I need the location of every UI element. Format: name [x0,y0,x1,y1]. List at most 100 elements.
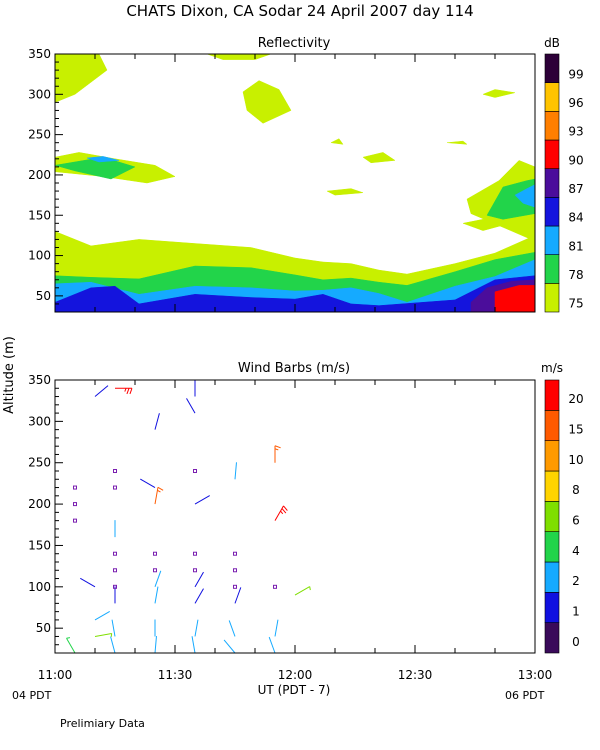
wind-colorbar-swatch [544,622,560,654]
wind-barb [154,413,160,430]
wind-colorbar-swatch [544,531,560,563]
wind-barb [80,577,96,588]
reflectivity-contour-region [86,156,120,163]
wind-barb [154,586,159,604]
reflectivity-colorbar-label: 96 [568,96,583,110]
reflectivity-colorbar-swatch [544,139,560,169]
y-axis-label: Altitude (m) [2,336,17,414]
reflectivity-y-tick-label: 350 [28,47,51,61]
reflectivity-contour-region [54,53,108,103]
reflectivity-colorbar-swatch [544,111,560,141]
reflectivity-contour-region [206,53,272,60]
wind-barb-calm [233,568,237,573]
wind-colorbar-label: 8 [572,483,580,497]
wind-barb-calm [113,469,117,473]
reflectivity-colorbar-label: 87 [568,182,583,196]
wind-colorbar-swatch [544,379,560,411]
wind-y-tick-label: 250 [28,456,51,470]
reflectivity-colorbar-label: 90 [568,153,583,167]
footer-note: Prelimiary Data [60,717,145,730]
wind-colorbar-unit: m/s [541,361,563,375]
wind-barb [228,620,236,637]
wind-barb [274,445,281,463]
wind-barb [115,387,133,395]
wind-barb [194,619,199,637]
wind-y-tick-label: 50 [36,621,51,635]
wind-barb-calm [73,518,77,523]
wind-barb-calm [153,551,157,556]
wind-barb-calm [193,568,197,573]
wind-barb-calm [73,502,77,507]
wind-barb [274,619,279,637]
reflectivity-contour-region [482,89,516,98]
wind-barb [194,495,210,505]
wind-barb [186,398,196,414]
reflectivity-y-tick-label: 100 [28,249,51,263]
wind-y-tick-label: 150 [28,538,51,552]
wind-colorbar-label: 2 [572,574,580,588]
wind-barbs-frame [54,379,536,654]
wind-colorbar-label: 15 [568,423,583,437]
wind-barb [194,571,204,588]
x-tick-label: 12:30 [398,668,433,682]
wind-barb [94,633,113,638]
reflectivity-y-tick-label: 50 [36,289,51,303]
reflectivity-colorbar-label: 99 [568,67,583,81]
reflectivity-contour-region [446,140,468,145]
wind-barb [94,610,110,621]
x-axis-label: UT (PDT - 7) [258,683,331,697]
x-tick-label: 11:30 [158,668,193,682]
wind-barb-calm [193,551,197,556]
reflectivity-contour-region [326,188,364,196]
reflectivity-colorbar-label: 78 [568,268,583,282]
reflectivity-colorbar: 75 78 81 84 87 90 93 96 99 [544,53,584,313]
wind-barb [274,505,288,521]
wind-barb [66,637,76,654]
wind-barb-calm [73,485,77,490]
reflectivity-colorbar-swatch [544,168,560,198]
wind-barb [194,588,204,604]
wind-barb [234,462,237,480]
wind-colorbar-swatch [544,440,560,472]
reflectivity-colorbar-swatch [544,225,560,255]
wind-barb [110,636,116,654]
wind-barb [223,639,236,654]
wind-barb [154,486,164,505]
reflectivity-colorbar-label: 81 [568,239,583,253]
reflectivity-contour-region [362,152,396,164]
wind-colorbar-label: 0 [572,635,580,649]
wind-colorbar-label: 1 [572,605,580,619]
wind-y-tick-label: 100 [28,580,51,594]
wind-barb-calm [273,584,277,589]
x-tick-label: 13:00 [518,668,553,682]
wind-colorbar-swatch [544,501,560,532]
wind-colorbar-swatch [544,470,560,502]
reflectivity-title: Reflectivity [258,36,331,51]
wind-barb-calm [113,551,117,556]
wind-barbs-plot [66,379,311,654]
reflectivity-y-tick-label: 200 [28,168,51,182]
wind-barb [154,636,157,654]
reflectivity-colorbar-unit: dB [544,36,560,50]
reflectivity-y-tick-label: 150 [28,208,51,222]
right-date-label: 06 PDT [505,689,545,702]
reflectivity-y-tick-label: 300 [28,87,51,101]
wind-colorbar-swatch [544,592,560,623]
wind-y-tick-label: 350 [28,373,51,387]
left-date-label: 04 PDT [12,689,52,702]
reflectivity-y-tick-label: 250 [28,128,51,142]
wind-barb [154,570,162,587]
wind-colorbar: 0 1 2 4 6 8 10 15 20 [544,379,584,654]
figure-title: CHATS Dixon, CA Sodar 24 April 2007 day … [126,2,473,20]
reflectivity-colorbar-label: 93 [568,125,583,139]
reflectivity-colorbar-swatch [544,197,560,227]
wind-barb-calm [233,551,237,556]
wind-barb-calm [193,469,197,473]
wind-barb-calm [153,568,157,573]
wind-barb [268,636,276,654]
wind-y-tick-label: 200 [28,497,51,511]
reflectivity-colorbar-swatch [544,82,560,112]
wind-colorbar-label: 6 [572,514,580,528]
wind-colorbar-label: 4 [572,544,580,558]
